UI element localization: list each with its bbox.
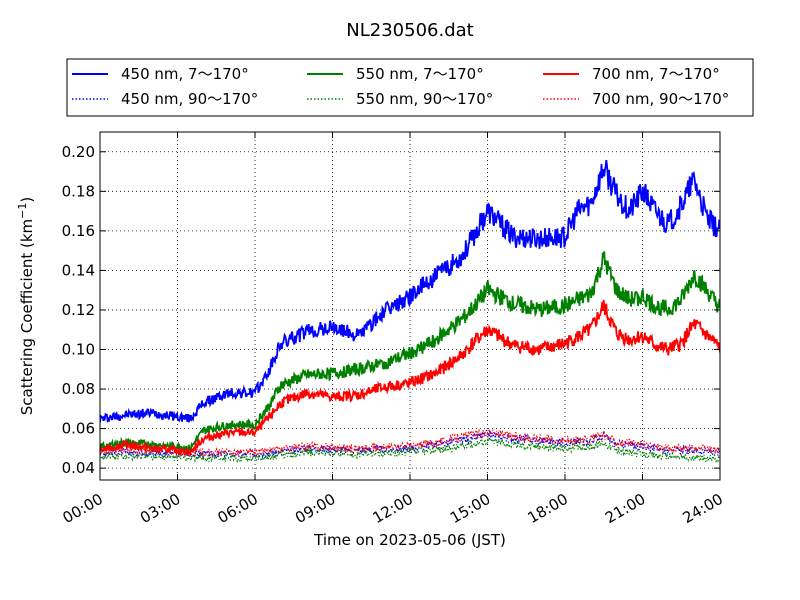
legend-label-5: 700 nm, 90～170° — [592, 90, 729, 108]
series-line-3 — [100, 436, 720, 464]
y-tick-label: 0.06 — [62, 420, 95, 438]
y-axis-label-superscript: −1 — [16, 203, 29, 219]
y-tick-label: 0.04 — [62, 459, 95, 477]
legend-label-1: 450 nm, 90～170° — [121, 90, 258, 108]
y-tick-label: 0.10 — [62, 341, 95, 359]
y-tick-label: 0.18 — [62, 182, 95, 200]
y-axis-label: Scattering Coefficient (km−1) — [16, 197, 36, 416]
x-axis-label: Time on 2023-05-06 (JST) — [313, 531, 506, 549]
y-tick-label: 0.14 — [62, 261, 95, 279]
series-line-0 — [100, 159, 720, 424]
legend-label-3: 550 nm, 90～170° — [356, 90, 493, 108]
legend-box — [66, 58, 754, 117]
legend: 450 nm, 7～170° 450 nm, 90～170° 550 nm, 7～1… — [66, 58, 754, 117]
series-line-4 — [100, 299, 720, 458]
y-tick-label: 0.16 — [62, 222, 95, 240]
y-tick-label: 0.12 — [62, 301, 95, 319]
legend-label-0: 450 nm, 7～170° — [121, 65, 249, 83]
y-axis-label-main: Scattering Coefficient (km — [18, 219, 36, 415]
legend-label-2: 550 nm, 7～170° — [356, 65, 484, 83]
y-tick-label: 0.20 — [62, 143, 95, 161]
chart-title: NL230506.dat — [346, 20, 473, 41]
ticks — [99, 132, 721, 480]
y-axis-label-close: ) — [18, 197, 36, 203]
series-layer — [100, 159, 720, 464]
series-line-2 — [100, 251, 720, 453]
y-tick-label: 0.08 — [62, 380, 95, 398]
legend-label-4: 700 nm, 7～170° — [592, 65, 720, 83]
